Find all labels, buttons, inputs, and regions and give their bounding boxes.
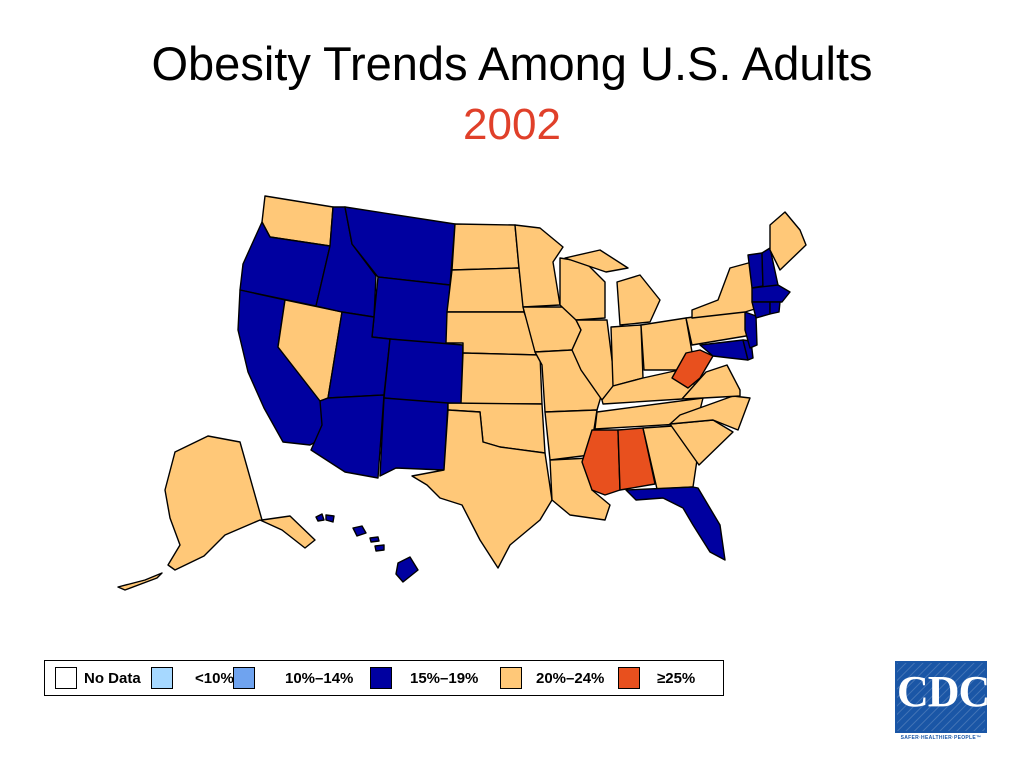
legend-label-gte25: ≥25% — [657, 670, 696, 687]
legend-swatch-no-data — [55, 667, 77, 689]
state-il — [571, 319, 616, 401]
state-nj — [744, 311, 758, 349]
legend-label-10-14: 10%–14% — [285, 670, 354, 687]
state-md — [699, 339, 749, 361]
state-co — [383, 338, 464, 407]
legend-swatch-gte25 — [618, 667, 640, 689]
cdc-logo-pattern — [897, 663, 985, 731]
state-ct — [751, 301, 771, 319]
state-az — [310, 394, 385, 479]
state-mi — [564, 249, 661, 326]
page-title: Obesity Trends Among U.S. Adults — [151, 37, 873, 90]
legend-label-lt10: <10% — [195, 670, 234, 687]
state-nd — [451, 223, 520, 271]
state-ak — [117, 435, 316, 591]
state-nm — [379, 397, 449, 477]
state-me — [769, 211, 807, 271]
cdc-logo-text: CDC — [897, 667, 990, 716]
state-sd — [446, 267, 525, 313]
legend-swatch-lt10 — [151, 667, 173, 689]
state-tx — [411, 409, 553, 569]
state-ny — [691, 261, 759, 319]
state-hi — [315, 513, 419, 583]
legend-label-20-24: 20%–24% — [536, 670, 605, 687]
legend-label-15-19: 15%–19% — [410, 670, 479, 687]
cdc-logo: CDC — [895, 661, 990, 733]
state-in — [610, 324, 644, 387]
state-ks — [460, 352, 543, 405]
legend-swatch-15-19 — [370, 667, 392, 689]
state-ma — [751, 284, 791, 303]
legend-swatch-20-24 — [500, 667, 522, 689]
legend: No Data <10% 10%–14% 15%–19% 20%–24% ≥25… — [44, 660, 724, 696]
state-fl — [625, 486, 726, 561]
state-va — [681, 364, 741, 400]
state-ri — [769, 301, 781, 315]
state-al — [617, 427, 656, 491]
legend-swatch-10-14 — [233, 667, 255, 689]
legend-label-no-data: No Data — [84, 670, 141, 687]
state-wy — [371, 276, 451, 346]
state-mn — [514, 224, 564, 308]
cdc-tagline: SAFER·HEALTHIER·PEOPLE™ — [900, 735, 982, 741]
year-subtitle: 2002 — [463, 100, 561, 149]
